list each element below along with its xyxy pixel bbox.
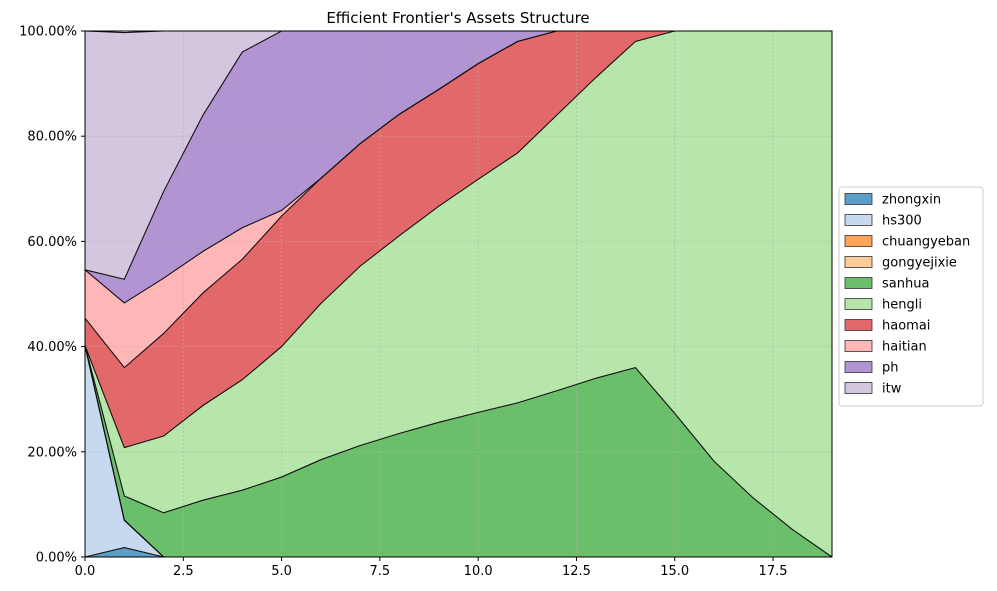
area-itw xyxy=(85,31,832,280)
x-tick-label: 17.5 xyxy=(759,564,788,579)
y-tick-label: 60.00% xyxy=(27,235,77,250)
legend-label-haitian: haitian xyxy=(882,340,927,355)
plot-areas xyxy=(85,31,832,557)
legend-label-ph: ph xyxy=(882,361,899,376)
legend-swatch-sanhua xyxy=(844,277,873,289)
boundary-sanhua xyxy=(84,345,833,558)
legend-label-sanhua: sanhua xyxy=(882,277,929,292)
legend-label-gongyejixie: gongyejixie xyxy=(882,256,957,271)
legend-label-zhongxin: zhongxin xyxy=(882,193,941,208)
legend-box xyxy=(838,186,984,407)
plot-frame xyxy=(84,30,833,558)
legend-label-haomai: haomai xyxy=(882,319,930,334)
y-tick-label: 40.00% xyxy=(27,340,77,355)
x-tick-label: 0.0 xyxy=(75,564,96,579)
y-axis: 0.00% 20.00% 40.00% 60.00% 80.00% 100.00% xyxy=(19,25,85,566)
x-tick-label: 5.0 xyxy=(271,564,292,579)
legend-swatch-haomai xyxy=(844,319,873,331)
legend-swatch-haitian xyxy=(844,340,873,352)
legend-swatch-ph xyxy=(844,361,873,373)
legend-swatch-hengli xyxy=(844,298,873,310)
legend-swatch-chuangyeban xyxy=(844,235,873,247)
x-tick-label: 7.5 xyxy=(370,564,391,579)
area-ph xyxy=(85,31,832,303)
legend-swatch-gongyejixie xyxy=(844,256,873,268)
x-tick-label: 10.0 xyxy=(464,564,493,579)
legend-swatch-hs300 xyxy=(844,214,873,226)
legend-label-chuangyeban: chuangyeban xyxy=(882,235,970,250)
area-hengli xyxy=(85,31,832,557)
area-haomai xyxy=(85,31,832,448)
legend: zhongxin hs300 chuangyeban gongyejixie sanhu… xyxy=(838,186,984,407)
x-tick-label: 15.0 xyxy=(660,564,689,579)
area-sanhua xyxy=(85,345,832,557)
legend-swatch-zhongxin xyxy=(844,193,873,205)
legend-swatch-itw xyxy=(844,382,873,394)
legend-label-hs300: hs300 xyxy=(882,214,922,229)
x-axis: 0.0 2.5 5.0 7.5 10.0 12.5 15.0 17.5 xyxy=(75,557,788,579)
y-tick-label: 20.00% xyxy=(27,445,77,460)
y-tick-label: 80.00% xyxy=(27,130,77,145)
chart-title: Efficient Frontier's Assets Structure xyxy=(326,9,589,27)
x-tick-label: 2.5 xyxy=(173,564,194,579)
y-tick-label: 100.00% xyxy=(19,25,77,40)
legend-label-hengli: hengli xyxy=(882,298,922,313)
x-tick-label: 12.5 xyxy=(562,564,591,579)
legend-label-itw: itw xyxy=(882,382,902,397)
y-tick-label: 0.00% xyxy=(36,551,77,566)
area-haitian xyxy=(85,31,832,368)
